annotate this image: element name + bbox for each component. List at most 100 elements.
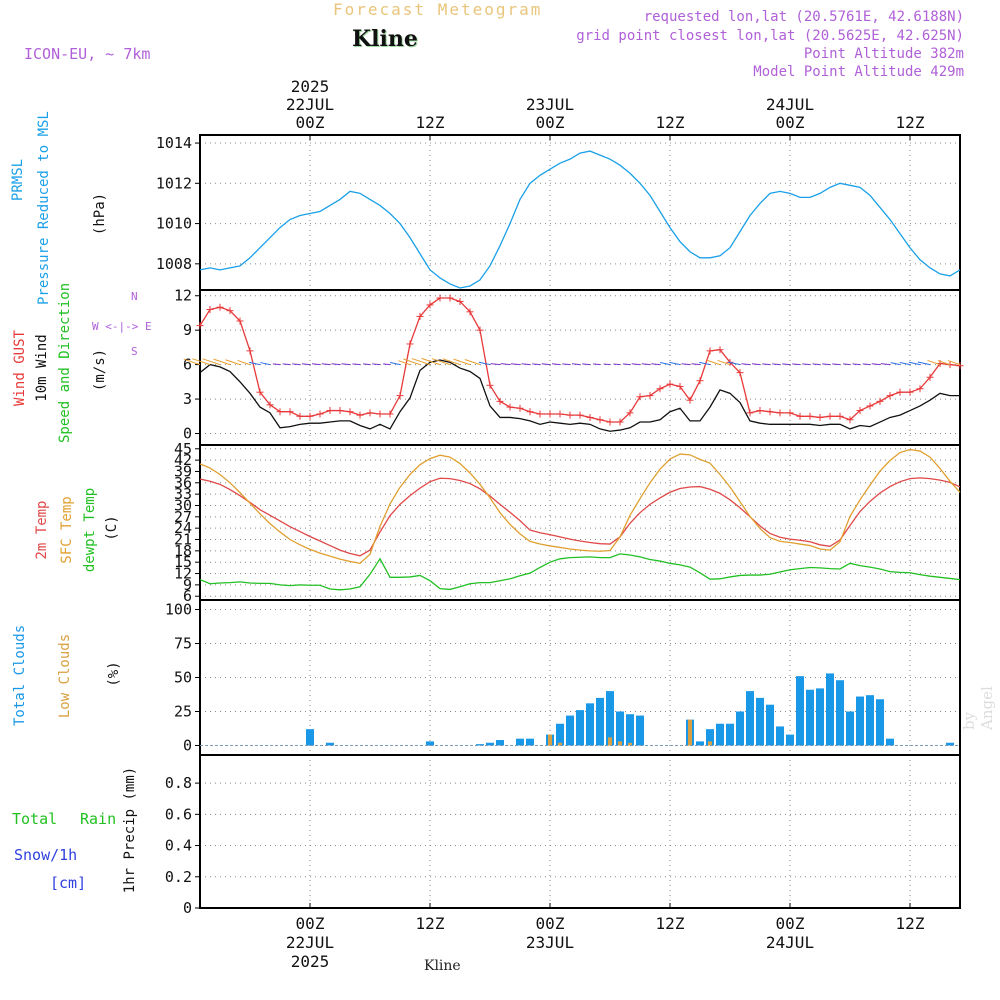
gust-marker bbox=[486, 381, 494, 389]
time-date-label-bottom: 22JUL bbox=[286, 933, 334, 952]
low-cloud-bar bbox=[618, 741, 622, 746]
total-cloud-bar bbox=[576, 710, 584, 746]
wind-arrow bbox=[917, 361, 931, 366]
wind-arrow bbox=[213, 358, 231, 366]
gust-marker bbox=[256, 388, 264, 396]
gust-marker bbox=[296, 412, 304, 420]
total-cloud-bar bbox=[626, 714, 634, 746]
wind-arrow bbox=[651, 363, 661, 366]
y-tick-label: 1014 bbox=[156, 134, 192, 152]
gust-marker bbox=[616, 418, 624, 426]
y-tick-label: 75 bbox=[174, 635, 192, 653]
gust-marker bbox=[576, 411, 584, 419]
wind-arrow bbox=[613, 363, 621, 366]
total-cloud-bar bbox=[586, 703, 594, 746]
wind-arrow bbox=[622, 363, 631, 366]
gust-marker bbox=[526, 408, 534, 416]
wind-arrow bbox=[741, 363, 751, 366]
gust-marker bbox=[916, 385, 924, 393]
time-year-label-bottom: 2025 bbox=[291, 952, 330, 971]
wind-arrow bbox=[762, 363, 771, 366]
gust-marker bbox=[786, 409, 794, 417]
gust-marker bbox=[846, 416, 854, 424]
panel-pressure: 1008 1010 1012 1014 bbox=[156, 134, 961, 291]
total-cloud-bar bbox=[716, 723, 724, 746]
wind-arrow bbox=[691, 363, 701, 366]
y-tick-label: 24 bbox=[174, 519, 192, 537]
total-cloud-bar bbox=[556, 723, 564, 746]
gust-marker bbox=[636, 393, 644, 401]
gust-marker bbox=[276, 408, 284, 416]
total-cloud-bar bbox=[876, 699, 884, 746]
total-cloud-bar bbox=[606, 691, 614, 746]
total-cloud-bar bbox=[306, 729, 314, 746]
gust-marker bbox=[746, 409, 754, 417]
gust-marker bbox=[876, 397, 884, 405]
y-tick-label: 25 bbox=[174, 702, 192, 720]
series-line-wind-gust bbox=[199, 297, 961, 423]
wind-arrow bbox=[631, 363, 641, 366]
wind-arrow bbox=[947, 360, 961, 366]
y-tick-label: 21 bbox=[174, 531, 192, 549]
wind-arrow bbox=[411, 358, 431, 366]
gust-marker bbox=[866, 402, 874, 410]
wind-arrow bbox=[260, 362, 271, 366]
gust-marker bbox=[426, 301, 434, 309]
gust-marker bbox=[476, 326, 484, 334]
gust-marker bbox=[376, 410, 384, 418]
wind-arrow bbox=[593, 363, 601, 366]
gust-marker bbox=[216, 303, 224, 311]
time-date-label-bottom: 23JUL bbox=[526, 933, 574, 952]
wind-arrow bbox=[908, 361, 921, 366]
wind-compass-north: N bbox=[131, 290, 138, 303]
time-tick-label-top: 12Z bbox=[656, 113, 685, 132]
wind-arrow bbox=[398, 360, 411, 366]
low-cloud-bar bbox=[688, 719, 692, 746]
gust-marker bbox=[206, 306, 214, 314]
wind-arrow bbox=[421, 357, 441, 366]
wind-arrow bbox=[292, 363, 301, 366]
gust-marker bbox=[456, 297, 464, 305]
y-tick-label: 0.2 bbox=[165, 868, 192, 886]
gust-marker bbox=[236, 317, 244, 325]
precip-rain-label: Rain bbox=[80, 810, 117, 828]
gust-marker bbox=[366, 409, 374, 417]
y-tick-label: 6 bbox=[183, 356, 192, 374]
y-tick-label: 1010 bbox=[156, 215, 192, 233]
y-tick-label: 3 bbox=[183, 390, 192, 408]
wind-arrow bbox=[225, 359, 241, 366]
wind-arrow bbox=[852, 363, 861, 366]
gust-marker bbox=[716, 346, 724, 354]
wind-arrow bbox=[541, 363, 551, 366]
wind-arrow bbox=[843, 363, 851, 366]
gust-marker bbox=[386, 410, 394, 418]
wind-arrow bbox=[751, 363, 761, 366]
total-cloud-bar bbox=[866, 695, 874, 746]
gust-marker bbox=[696, 377, 704, 385]
time-date-label-top: 24JUL bbox=[766, 95, 814, 114]
series-line-10m-wind bbox=[199, 359, 960, 432]
wind-arrow bbox=[321, 363, 331, 366]
y-tick-label: 9 bbox=[183, 321, 192, 339]
wind-arrow bbox=[812, 363, 821, 366]
total-cloud-bar bbox=[476, 744, 484, 746]
gust-marker bbox=[266, 401, 274, 409]
gust-marker bbox=[586, 413, 594, 421]
wind-arrow bbox=[532, 363, 541, 366]
wind-arrow bbox=[641, 363, 651, 366]
gust-marker bbox=[606, 418, 614, 426]
total-cloud-bar bbox=[766, 704, 774, 746]
wind-arrow bbox=[792, 363, 801, 366]
wind-arrow bbox=[272, 363, 281, 366]
gust-marker bbox=[856, 407, 864, 415]
time-tick-label-bottom: 00Z bbox=[536, 914, 565, 933]
y-tick-label: 0.4 bbox=[165, 837, 192, 855]
wind-arrow bbox=[202, 358, 221, 366]
gust-marker bbox=[286, 408, 294, 416]
wind-arrow bbox=[464, 359, 481, 366]
series-line-dewpt-temp bbox=[199, 553, 961, 591]
wind-arrow bbox=[331, 363, 341, 366]
wind-arrow bbox=[341, 363, 351, 366]
low-cloud-bar bbox=[628, 742, 632, 746]
gust-marker bbox=[356, 411, 364, 419]
